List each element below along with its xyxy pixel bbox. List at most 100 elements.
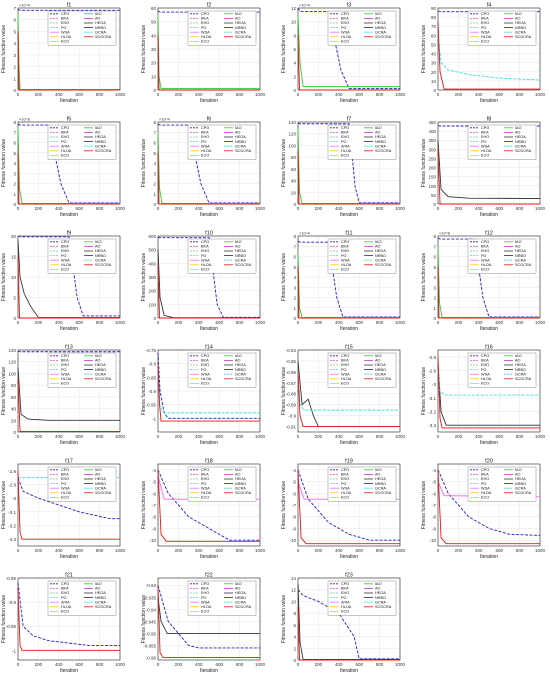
x-tick-label: 1000 [395,206,406,211]
legend-label-iao: IAO [95,126,102,130]
y-tick-label: 100 [8,371,16,376]
chart-title: f13 [65,345,73,351]
y-axis-label: Fitness function value [1,367,7,416]
legend-label-eho: EHO [481,21,489,25]
legend-label-po: PO [201,368,207,372]
x-tick-label: 600 [495,434,503,439]
legend-label-hloa: HLOA [341,491,352,495]
series-line-iao [157,132,260,204]
legend-label-po: PO [341,254,347,258]
x-tick-label: 600 [495,206,503,211]
y-tick-label: -0.86 [286,370,297,375]
legend-label-gcra: GCRA [95,30,106,34]
y-axis-label: Fitness function value [1,25,7,74]
x-tick-label: 1000 [535,548,546,553]
legend-box [327,580,397,616]
legend-label-gcra: GCRA [235,258,246,262]
legend-label-cpo: CPO [61,468,69,472]
plot-frame [297,463,401,547]
y-axis-label: Fitness function value [281,367,287,416]
legend-label-bka: BKA [481,359,489,363]
y-tick-label: 2 [293,74,296,79]
legend-label-ao: AO [235,473,241,477]
plot-frame [157,577,261,661]
legend-label-wsa: WSA [341,258,350,262]
y-tick-label: 6 [293,623,296,628]
legend-label-scgcra: SCGCRA [95,35,112,39]
y-tick-label: 0 [153,316,156,321]
y-axis-label: Fitness function value [1,139,7,188]
y-tick-label: 7 [13,130,16,135]
x-tick-label: 1000 [115,434,126,439]
series-line-heoa [437,363,540,426]
y-tick-label: 120 [8,360,16,365]
legend-label-wsa: WSA [341,600,350,604]
legend-label-cpo: CPO [61,240,69,244]
legend-label-eho: EHO [61,363,69,367]
legend-label-cpo: CPO [341,468,349,472]
y-tick-label: 10 [291,20,297,25]
chart-title: f23 [345,573,353,579]
x-tick-label: 600 [495,548,503,553]
legend-label-ao: AO [235,359,241,363]
y-tick-label: -9 [432,526,436,531]
series-line-cpo [17,477,120,520]
x-tick-label: 1000 [535,320,546,325]
x-tick-label: 600 [75,320,83,325]
y-tick-label: -0.95 [146,403,157,408]
x-tick-label: 400 [475,548,483,553]
y-axis-label: Fitness function value [141,367,147,416]
series-line-scgcra [297,469,400,545]
y-tick-label: 140 [288,120,296,125]
legend-label-wsa: WSA [481,486,490,490]
y-axis-label: Fitness function value [1,481,7,530]
x-axis-label: Iteration [200,554,218,560]
legend-label-nrbo: NRBO [515,140,526,144]
legend-label-nrbo: NRBO [235,26,246,30]
legend-label-ao: AO [235,245,241,249]
series-line-iao [17,127,120,204]
legend-label-wsa: WSA [201,600,210,604]
x-tick-label: 600 [75,662,83,667]
series-line-iao [437,246,540,318]
x-tick-label: 200 [175,92,183,97]
legend-label-iao: IAO [515,12,522,16]
series-line-cpo [297,469,400,541]
legend-label-gcra: GCRA [95,486,106,490]
x-tick-label: 600 [215,320,223,325]
y-axis-label: Fitness function value [421,481,427,530]
x-tick-label: 800 [236,206,244,211]
x-tick-label: 0 [17,662,20,667]
legend-box [47,124,117,160]
chart-title: f5 [67,117,72,123]
y-tick-label: 8 [293,33,296,38]
x-tick-label: 600 [215,92,223,97]
series-line-heoa [157,597,260,634]
legend-label-hloa: HLOA [481,491,492,495]
legend-label-scgcra: SCGCRA [235,491,252,495]
x-tick-label: 800 [376,92,384,97]
legend-label-scgcra: SCGCRA [95,605,112,609]
y-tick-label: 20 [151,61,157,66]
y-axis-label: Fitness function value [141,253,147,302]
y-tick-label: 2 [293,296,296,301]
y-axis-label: Fitness function value [141,25,147,74]
x-tick-label: 0 [437,434,440,439]
y-tick-label: -0.9 [148,389,156,394]
x-axis-label: Iteration [60,212,78,218]
legend-label-ao: AO [515,473,521,477]
legend-label-hloa: HLOA [61,377,72,381]
y-tick-label: 0 [293,316,296,321]
x-tick-label: 200 [35,92,43,97]
y-tick-label: 30 [151,47,157,52]
x-tick-label: 0 [17,206,20,211]
legend-box [467,466,537,502]
x-axis-label: Iteration [200,98,218,104]
legend-label-iao: IAO [95,12,102,16]
legend-label-eco: ECO [61,382,69,386]
x-tick-label: 200 [175,548,183,553]
chart-panel-f16: -3.3 -3.2 -3.1 -3 -2.9 -2.8 0 200 400 600 800 1000 f… [421,345,546,447]
y-tick-label: 80 [11,383,17,388]
legend-label-scgcra: SCGCRA [515,491,532,495]
